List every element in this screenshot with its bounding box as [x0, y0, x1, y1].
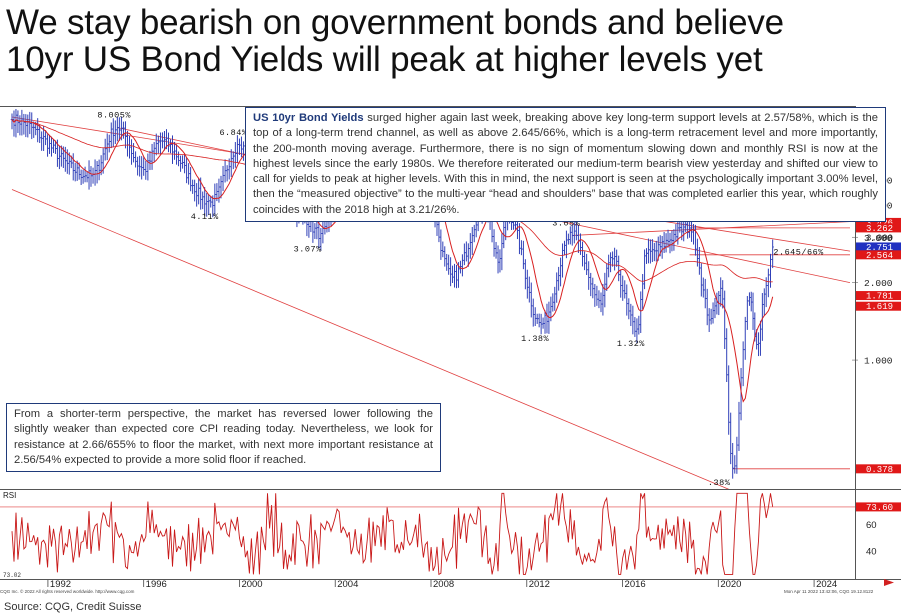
commentary-top: US 10yr Bond Yields surged higher again …	[245, 107, 886, 223]
candle	[771, 239, 774, 269]
y-tick-label: 1.000	[864, 356, 893, 367]
price-label: 3.000	[866, 233, 893, 243]
x-tick-label: 2000	[241, 579, 262, 590]
price-label: 1.619	[866, 302, 893, 312]
price-label-box	[856, 464, 901, 474]
source-note: Source: CQG, Credit Suisse	[4, 601, 142, 613]
price-label-box	[856, 250, 901, 260]
x-tick-label: 1992	[50, 579, 71, 590]
x-tick-label: 2008	[433, 579, 454, 590]
axis-layer: 1992199620002004200820122016202020245.00…	[47, 176, 901, 590]
price-label: 3.262	[866, 224, 893, 234]
chart-annotation: 2.645/66%	[773, 247, 824, 257]
commentary-top-lead: US 10yr Bond Yields	[253, 112, 364, 124]
x-tick-label: 2012	[529, 579, 550, 590]
price-label-box	[856, 242, 901, 252]
commentary-top-body: surged higher again last week, breaking …	[253, 112, 878, 216]
chart-annotation: 8.005%	[97, 111, 131, 121]
chart-annotation: 1.32%	[617, 339, 645, 349]
trend-line-2	[11, 189, 730, 489]
x-tick-label: 2024	[816, 579, 837, 590]
rsi-tick-label: 60	[866, 520, 877, 531]
rsi-line-layer	[0, 492, 855, 576]
chart-annotation: 1.38%	[521, 334, 549, 344]
chart-annotation: 3.05%	[552, 218, 580, 228]
chart-annotation: 4.11%	[191, 212, 219, 222]
scroll-right-arrow-icon[interactable]	[884, 579, 894, 586]
rsi-panel-background	[0, 489, 855, 579]
rsi-tick-label: 40	[866, 546, 877, 557]
rsi-title: RSI	[3, 491, 16, 500]
title-line-1: We stay bearish on government bonds and …	[6, 3, 784, 42]
y-tick-label: 3.000	[864, 233, 893, 244]
x-tick-label: 2004	[337, 579, 358, 590]
copyright-notice: CQG Inc. © 2022 All rights reserved worl…	[0, 589, 135, 594]
chart-datestamp: Mon Apr 11 2022 13:42:06, CQG 19.12.8122	[784, 589, 874, 594]
price-label-box	[856, 223, 901, 233]
title-line-2: 10yr US Bond Yields will peak at higher …	[6, 40, 763, 79]
x-tick-label: 2020	[720, 579, 741, 590]
price-label: 2.751	[866, 243, 893, 253]
rsi-line	[11, 492, 774, 576]
rsi-panel	[0, 489, 855, 579]
rsi-start-label: 73.02	[3, 572, 21, 579]
price-label: 2.564	[866, 251, 893, 261]
panel-frame	[0, 106, 901, 580]
y-tick-label: 2.000	[864, 278, 893, 289]
price-label-box	[856, 291, 901, 301]
trend-line-4	[572, 221, 851, 236]
price-label-box	[856, 217, 901, 227]
x-tick-label: 2016	[625, 579, 646, 590]
chart-annotation: .38%	[708, 478, 731, 488]
rsi-value-label: 73.60	[866, 503, 893, 513]
x-tick-label: 1996	[146, 579, 167, 590]
price-label: 0.378	[866, 465, 893, 475]
chart-title: We stay bearish on government bonds and …	[6, 4, 784, 78]
commentary-bottom: From a shorter-term perspective, the mar…	[6, 403, 441, 473]
price-label: 1.781	[866, 292, 893, 302]
price-label-box	[856, 301, 901, 311]
chart-annotation: 6.84%	[219, 128, 247, 138]
rsi-value-box	[856, 502, 901, 512]
chart-annotation: 3.07%	[294, 245, 322, 255]
